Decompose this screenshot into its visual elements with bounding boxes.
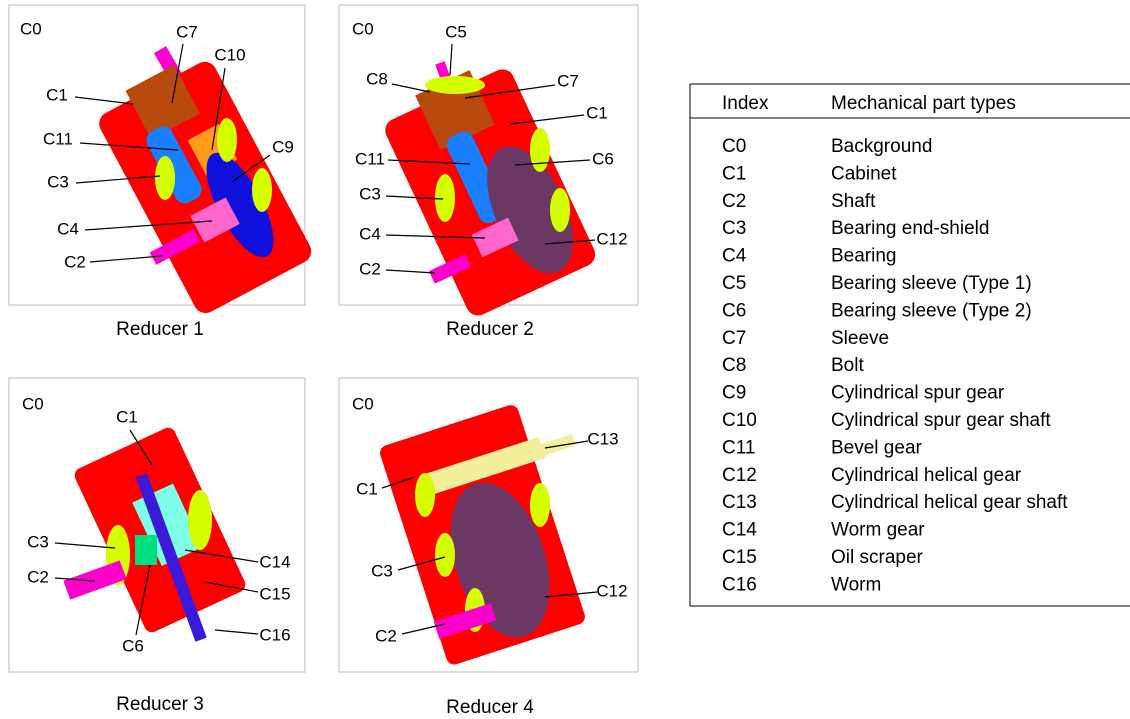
part-label: C12: [596, 229, 627, 248]
panel-caption: Reducer 1: [116, 319, 204, 340]
part-label: C1: [46, 85, 68, 104]
table-index: C12: [722, 465, 757, 486]
table-index: C13: [722, 492, 757, 513]
part-label: C5: [445, 22, 467, 41]
table-type: Sleeve: [831, 328, 889, 349]
panel-caption: Reducer 3: [116, 694, 204, 715]
table-type: Cylindrical helical gear: [831, 465, 1022, 486]
part-label: C1: [116, 407, 138, 426]
table-type: Worm: [831, 574, 881, 595]
part-label: C2: [375, 626, 397, 645]
part-label: C9: [272, 137, 294, 156]
part-label: C0: [20, 19, 42, 38]
figure: Index Mechanical part types Reducer 1 C0 C…: [0, 0, 1130, 719]
table-type: Worm gear: [831, 520, 925, 541]
table-type: Bearing end-shield: [831, 218, 989, 239]
part-label: C7: [176, 22, 198, 41]
table-type: Cylindrical helical gear shaft: [831, 492, 1068, 513]
table-type: Shaft: [831, 191, 876, 212]
part-label: C0: [352, 394, 374, 413]
part-label: C15: [259, 584, 290, 603]
table-type: Bearing sleeve (Type 2): [831, 300, 1032, 321]
table-index: C3: [722, 218, 746, 239]
table-type: Cabinet: [831, 163, 897, 184]
table-index: C7: [722, 328, 746, 349]
part-label: C2: [27, 567, 49, 586]
table-index: C2: [722, 191, 746, 212]
part-label: C0: [352, 19, 374, 38]
table-index: C4: [722, 246, 747, 267]
table-type: Cylindrical spur gear shaft: [831, 410, 1051, 431]
part-label: C11: [43, 129, 73, 148]
part-label: C8: [366, 69, 388, 88]
table-index: C9: [722, 383, 746, 404]
table-type: Background: [831, 136, 932, 157]
table-index: C6: [722, 300, 746, 321]
part-label: C11: [355, 149, 385, 168]
panel-caption: Reducer 4: [446, 697, 534, 718]
part-label: C4: [359, 224, 381, 243]
table-index: C8: [722, 355, 746, 376]
part-label: C4: [57, 219, 79, 238]
table-index: C14: [722, 520, 757, 541]
table-header: Mechanical part types: [831, 93, 1016, 114]
part-label: C6: [122, 636, 144, 655]
part-label: C10: [214, 45, 245, 64]
table-type: Bearing sleeve (Type 1): [831, 273, 1032, 294]
table-type: Cylindrical spur gear: [831, 383, 1005, 404]
part-label: C12: [596, 581, 627, 600]
part-label: C2: [359, 259, 381, 278]
part-label: C3: [371, 561, 393, 580]
part-label: C2: [64, 252, 86, 271]
part-label: C1: [356, 479, 378, 498]
part-label: C0: [22, 394, 44, 413]
table-header: Index: [722, 93, 769, 114]
table-type: Oil scraper: [831, 547, 924, 568]
table-index: C10: [722, 410, 757, 431]
table-type: Bolt: [831, 355, 864, 376]
part-label: C13: [587, 429, 618, 448]
table-type: Bevel gear: [831, 437, 923, 458]
part-label: C1: [586, 103, 608, 122]
table-index: C1: [722, 163, 746, 184]
part-label: C7: [557, 71, 579, 90]
table-index: C16: [722, 574, 757, 595]
part-label: C16: [259, 625, 290, 644]
panel-caption: Reducer 2: [446, 319, 534, 340]
part-label: C6: [592, 149, 614, 168]
part-label: C3: [47, 172, 69, 191]
table-index: C0: [722, 136, 746, 157]
table-index: C11: [722, 437, 755, 458]
part-label: C14: [259, 552, 290, 571]
table-index: C15: [722, 547, 757, 568]
part-label: C3: [359, 184, 381, 203]
table-index: C5: [722, 273, 746, 294]
table-type: Bearing: [831, 246, 897, 267]
part-label: C3: [27, 532, 49, 551]
